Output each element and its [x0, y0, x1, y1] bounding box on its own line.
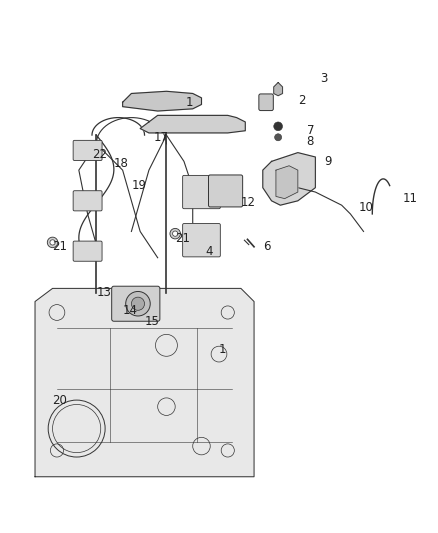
Polygon shape	[263, 152, 315, 205]
Text: 12: 12	[241, 197, 256, 209]
FancyBboxPatch shape	[259, 94, 273, 110]
Polygon shape	[123, 91, 201, 111]
Text: 2: 2	[298, 94, 305, 107]
Circle shape	[274, 122, 283, 131]
FancyBboxPatch shape	[73, 241, 102, 261]
Text: 1: 1	[185, 96, 193, 109]
Text: 22: 22	[92, 148, 107, 161]
Circle shape	[126, 292, 150, 316]
Text: 17: 17	[153, 131, 168, 144]
Text: 21: 21	[53, 240, 67, 253]
Text: 19: 19	[131, 179, 146, 192]
Circle shape	[173, 231, 178, 236]
Polygon shape	[35, 288, 254, 477]
Text: 20: 20	[53, 393, 67, 407]
Text: 14: 14	[123, 304, 138, 317]
Text: 4: 4	[206, 245, 213, 257]
Text: 18: 18	[114, 157, 129, 170]
Circle shape	[131, 297, 145, 310]
Text: 13: 13	[96, 286, 111, 300]
Text: 10: 10	[359, 201, 374, 214]
Polygon shape	[140, 115, 245, 133]
Text: 7: 7	[307, 124, 314, 137]
Circle shape	[47, 237, 58, 248]
FancyBboxPatch shape	[73, 140, 102, 160]
Polygon shape	[274, 83, 283, 96]
Circle shape	[170, 229, 180, 239]
FancyBboxPatch shape	[183, 223, 220, 257]
Polygon shape	[276, 166, 298, 199]
Circle shape	[50, 240, 55, 245]
Text: 15: 15	[145, 315, 159, 328]
Circle shape	[275, 134, 282, 141]
Text: 11: 11	[403, 192, 418, 205]
FancyBboxPatch shape	[112, 286, 160, 321]
FancyBboxPatch shape	[73, 191, 102, 211]
Text: 21: 21	[175, 231, 190, 245]
Text: 6: 6	[263, 240, 270, 253]
FancyBboxPatch shape	[183, 175, 220, 209]
Text: 1: 1	[219, 343, 226, 356]
Text: 9: 9	[324, 155, 332, 168]
FancyBboxPatch shape	[208, 175, 243, 207]
Text: 3: 3	[320, 71, 327, 85]
Text: 8: 8	[307, 135, 314, 148]
